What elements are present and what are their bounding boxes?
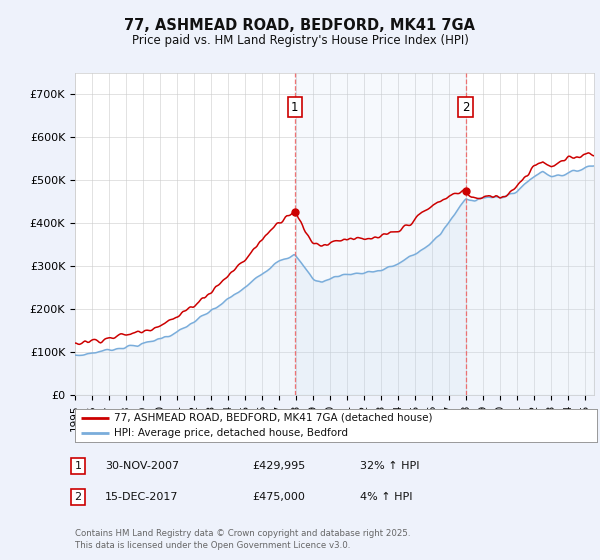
Text: 32% ↑ HPI: 32% ↑ HPI [360,461,419,471]
Text: HPI: Average price, detached house, Bedford: HPI: Average price, detached house, Bedf… [114,428,348,438]
Text: Contains HM Land Registry data © Crown copyright and database right 2025.
This d: Contains HM Land Registry data © Crown c… [75,529,410,550]
Text: 15-DEC-2017: 15-DEC-2017 [105,492,179,502]
Text: 4% ↑ HPI: 4% ↑ HPI [360,492,413,502]
Text: £429,995: £429,995 [252,461,305,471]
Text: 30-NOV-2007: 30-NOV-2007 [105,461,179,471]
Text: 2: 2 [74,492,82,502]
Text: Price paid vs. HM Land Registry's House Price Index (HPI): Price paid vs. HM Land Registry's House … [131,34,469,48]
Text: 1: 1 [74,461,82,471]
Text: £475,000: £475,000 [252,492,305,502]
Text: 77, ASHMEAD ROAD, BEDFORD, MK41 7GA: 77, ASHMEAD ROAD, BEDFORD, MK41 7GA [125,18,476,32]
Text: 1: 1 [291,101,299,114]
Bar [295,73,466,395]
Text: 77, ASHMEAD ROAD, BEDFORD, MK41 7GA (detached house): 77, ASHMEAD ROAD, BEDFORD, MK41 7GA (det… [114,413,433,423]
Text: 2: 2 [462,101,469,114]
